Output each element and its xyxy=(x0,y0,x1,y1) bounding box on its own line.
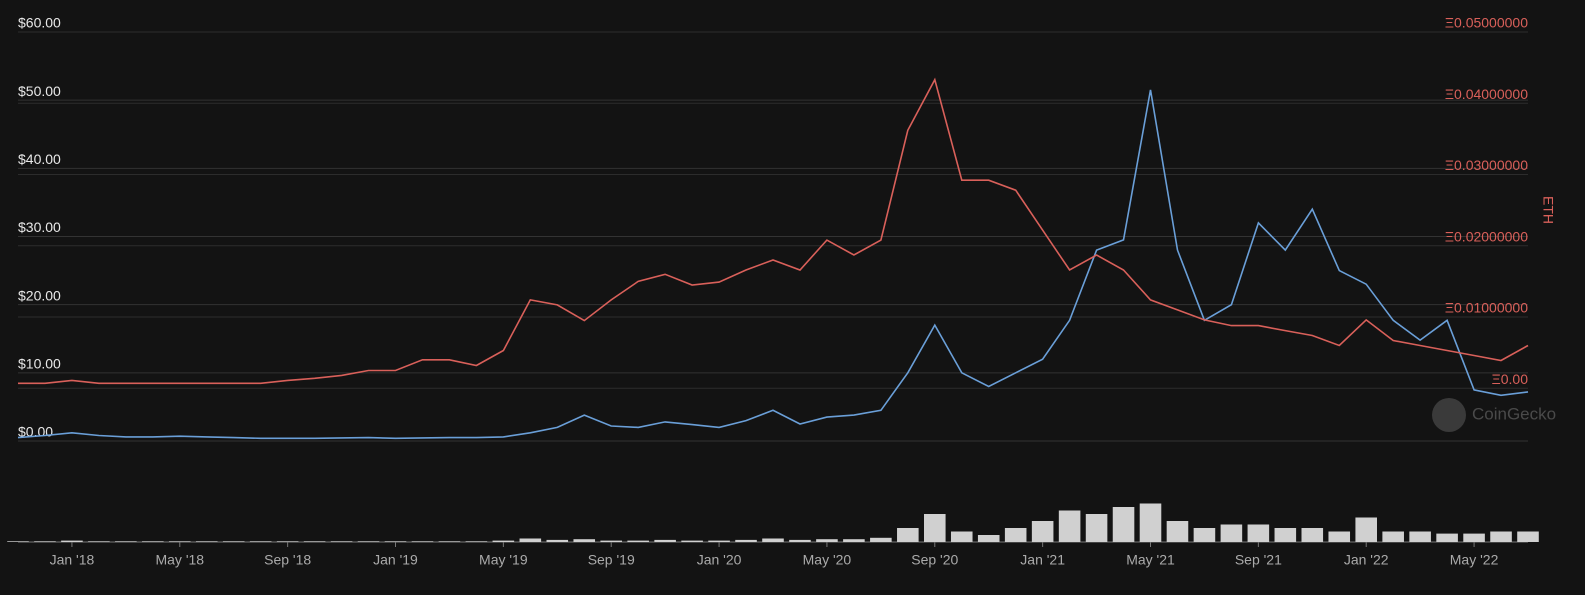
y-tick-label: $30.00 xyxy=(18,219,61,235)
volume-bar xyxy=(222,541,245,542)
volume-bar xyxy=(519,538,542,542)
price-line xyxy=(18,77,1529,385)
volume-bar xyxy=(977,535,1000,542)
volume-bar xyxy=(924,514,946,542)
volume-bar xyxy=(34,541,56,542)
x-tick-label: Jan '18 xyxy=(50,552,95,568)
volume-bar xyxy=(1112,507,1135,542)
volume-bar xyxy=(1031,521,1054,542)
volume-bar xyxy=(1085,514,1108,542)
volume-bar xyxy=(789,539,811,542)
y2-tick-label: Ξ0.05000000 xyxy=(1445,15,1528,31)
volume-bar xyxy=(303,541,326,542)
y2-tick-label: Ξ0.01000000 xyxy=(1445,300,1528,316)
y-tick-label: $40.00 xyxy=(18,151,61,167)
volume-bar xyxy=(950,531,973,542)
volume-bar xyxy=(762,538,784,542)
x-tick-label: Jan '22 xyxy=(1344,552,1389,568)
volume-bar xyxy=(1220,524,1243,542)
volume-bar xyxy=(708,540,730,542)
volume-bar xyxy=(276,541,299,542)
volume-bar xyxy=(88,541,110,542)
volume-bar xyxy=(1301,528,1324,542)
volume-bar xyxy=(735,539,757,542)
volume-bar xyxy=(1166,521,1189,542)
x-tick-label: May '18 xyxy=(155,552,204,568)
volume-bar xyxy=(1382,531,1404,542)
volume-bar xyxy=(1328,531,1351,542)
y-tick-label: $60.00 xyxy=(18,15,61,31)
y2-tick-label: Ξ0.00 xyxy=(1492,371,1529,387)
volume-bar xyxy=(573,539,596,542)
y2-tick-label: Ξ0.02000000 xyxy=(1445,228,1528,244)
x-tick-label: Sep '18 xyxy=(264,552,311,568)
volume-bar xyxy=(1436,533,1458,542)
x-tick-label: May '22 xyxy=(1450,552,1499,568)
price-line xyxy=(17,89,1529,440)
x-tick-label: Jan '21 xyxy=(1020,552,1065,568)
y-tick-label: $10.00 xyxy=(18,356,61,372)
volume-bar xyxy=(142,541,164,542)
x-tick-label: Jan '19 xyxy=(373,552,418,568)
volume-bar xyxy=(1355,517,1377,542)
volume-bar xyxy=(411,541,434,542)
y2-axis-title: ETH xyxy=(1540,196,1556,224)
volume-bar xyxy=(1058,510,1081,542)
volume-bar xyxy=(627,540,649,542)
volume-bar xyxy=(600,540,622,542)
volume-bar xyxy=(330,541,353,542)
volume-bar xyxy=(870,537,892,542)
y2-tick-label: Ξ0.03000000 xyxy=(1445,157,1528,173)
volume-bar xyxy=(195,541,218,542)
volume-bar xyxy=(654,539,676,542)
volume-bar xyxy=(897,528,919,542)
volume-bar xyxy=(1139,503,1162,542)
volume-bar xyxy=(816,539,838,542)
volume-bar xyxy=(169,541,191,542)
x-tick-label: May '19 xyxy=(479,552,528,568)
volume-bar xyxy=(249,541,272,542)
y-tick-label: $20.00 xyxy=(18,287,61,303)
volume-bar xyxy=(1490,531,1512,542)
x-tick-label: Sep '21 xyxy=(1235,552,1282,568)
volume-bar xyxy=(357,541,380,542)
volume-bar xyxy=(465,541,488,542)
volume-bar xyxy=(1463,533,1485,542)
y-tick-label: $50.00 xyxy=(18,83,61,99)
volume-bar xyxy=(1517,531,1539,542)
volume-bar xyxy=(438,541,461,542)
volume-bar xyxy=(681,540,703,542)
watermark: CoinGecko xyxy=(1472,404,1556,423)
x-tick-label: May '20 xyxy=(803,552,852,568)
volume-bar xyxy=(492,540,515,542)
y2-tick-label: Ξ0.04000000 xyxy=(1445,86,1528,102)
volume-bar xyxy=(1409,531,1431,542)
x-tick-label: Sep '20 xyxy=(911,552,958,568)
x-tick-label: Jan '20 xyxy=(697,552,742,568)
volume-bar xyxy=(1274,528,1297,542)
volume-bar xyxy=(1193,528,1216,542)
volume-bar xyxy=(1247,524,1270,542)
x-tick-label: Sep '19 xyxy=(588,552,635,568)
watermark-logo xyxy=(1432,398,1466,432)
volume-bar xyxy=(546,539,569,542)
volume-bar xyxy=(843,539,865,542)
volume-bar xyxy=(61,540,83,542)
volume-bar xyxy=(7,541,29,542)
volume-bar xyxy=(384,541,407,542)
volume-bar xyxy=(115,541,137,542)
volume-bar xyxy=(1004,528,1027,542)
x-tick-label: May '21 xyxy=(1126,552,1175,568)
